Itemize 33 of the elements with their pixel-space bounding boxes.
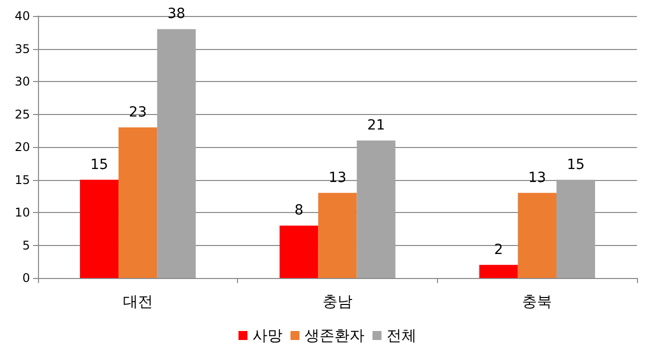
y-tick-label: 20	[14, 140, 30, 154]
y-tick-label: 5	[22, 238, 30, 252]
data-label: 15	[566, 156, 585, 173]
bar	[479, 264, 518, 278]
bar	[556, 180, 596, 278]
bar	[280, 226, 318, 278]
bar	[518, 192, 556, 278]
bar	[118, 127, 158, 278]
y-tick-label: 25	[14, 107, 30, 122]
data-label: 23	[128, 104, 147, 120]
bar	[356, 140, 396, 278]
data-label: 2	[494, 242, 504, 258]
bar	[80, 180, 119, 278]
data-label: 13	[528, 170, 546, 186]
y-tick-label: 15	[14, 172, 30, 187]
y-tick-label: 30	[14, 74, 30, 88]
data-label: 8	[294, 202, 304, 219]
y-tick-label: 0	[22, 271, 30, 285]
data-label: 13	[328, 170, 346, 186]
y-tick-label: 10	[14, 206, 30, 220]
data-label: 38	[168, 6, 186, 22]
x-tick-label: 충북	[522, 292, 552, 310]
x-tick-label: 충남	[322, 292, 352, 310]
data-label: 21	[367, 117, 386, 134]
bar	[318, 192, 357, 278]
x-tick-label: 대전	[122, 292, 153, 310]
legend-label: 전체	[386, 326, 416, 344]
data-label: 15	[90, 156, 108, 173]
y-tick-label: 35	[14, 42, 30, 56]
bar	[157, 29, 196, 278]
legend-label: 생존환자	[304, 326, 364, 344]
legend-label: 사망	[252, 326, 282, 344]
y-tick-label: 40	[14, 9, 30, 23]
